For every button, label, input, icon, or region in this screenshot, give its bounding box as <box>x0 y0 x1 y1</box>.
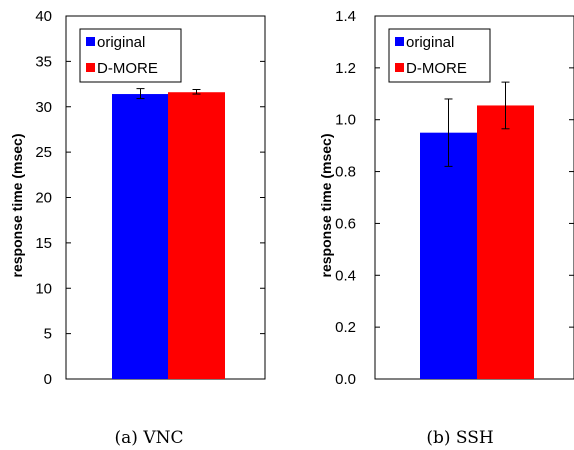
bar-original <box>420 132 477 379</box>
legend: original D-MORE <box>79 28 182 83</box>
y-tick-label: 25 <box>35 144 52 161</box>
y-tick-label: 30 <box>35 99 52 116</box>
legend-swatch <box>86 37 95 46</box>
y-tick-label: 0.6 <box>335 215 356 232</box>
legend-label: original <box>406 34 454 51</box>
legend: original D-MORE <box>388 28 491 83</box>
chart-vnc: 0 5 10 15 20 25 30 35 40 response time (msec) orig… <box>9 8 266 448</box>
bar-d-more <box>168 92 225 379</box>
y-tick-label: 1.2 <box>335 60 356 77</box>
y-tick-label: 15 <box>35 235 52 252</box>
legend-box <box>388 28 491 83</box>
y-axis-label: response time (msec) <box>9 134 25 278</box>
y-tick-label: 35 <box>35 53 52 70</box>
legend-swatch <box>395 63 404 72</box>
y-tick-label: 0.2 <box>335 319 356 336</box>
y-tick-label: 10 <box>35 280 52 297</box>
y-tick-label: 20 <box>35 190 52 207</box>
y-axis-label: response time (msec) <box>318 134 334 278</box>
y-tick-label: 1.0 <box>335 112 356 129</box>
y-tick-label: 0.0 <box>335 371 356 388</box>
y-tick-label: 0.4 <box>335 267 356 284</box>
y-tick-label: 0 <box>44 371 52 388</box>
bar-original <box>112 94 169 380</box>
chart-caption: (a) VNC <box>115 428 184 448</box>
legend-swatch <box>395 37 404 46</box>
legend-box <box>79 28 182 83</box>
chart-caption: (b) SSH <box>426 428 493 448</box>
chart-ssh: 0.0 0.2 0.4 0.6 0.8 1.0 1.2 1.4 response time (m… <box>318 8 574 448</box>
legend-label: original <box>97 34 145 51</box>
y-tick-label: 1.4 <box>335 8 356 25</box>
legend-label: D-MORE <box>97 60 158 77</box>
y-tick-label: 0.8 <box>335 164 356 181</box>
y-tick-label: 40 <box>35 8 52 25</box>
y-tick-label: 5 <box>44 326 52 343</box>
bar-d-more <box>477 105 534 379</box>
legend-label: D-MORE <box>406 60 467 77</box>
legend-swatch <box>86 63 95 72</box>
